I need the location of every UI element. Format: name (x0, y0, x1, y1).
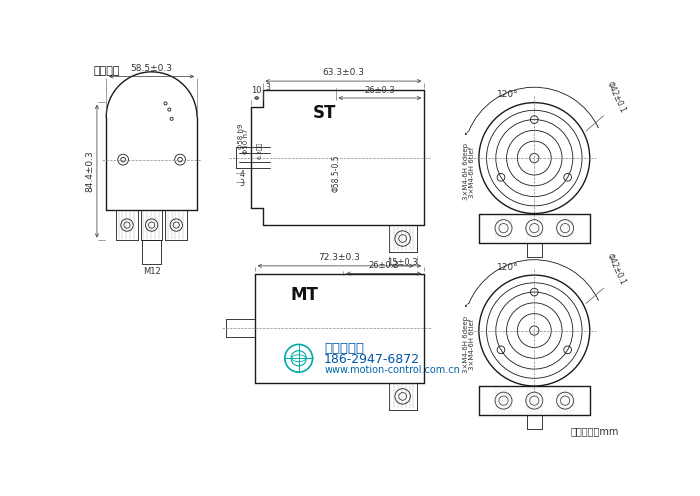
Text: Φ50 h7: Φ50 h7 (244, 128, 249, 153)
Text: Φ58.5-0.5: Φ58.5-0.5 (331, 154, 340, 192)
Text: 3: 3 (239, 179, 244, 187)
Text: MT: MT (291, 286, 318, 304)
Text: 58.5±0.3: 58.5±0.3 (131, 63, 173, 72)
Text: 3×M4-6H 6tief: 3×M4-6H 6tief (469, 319, 475, 370)
Text: 3×M4-6H 6deep: 3×M4-6H 6deep (463, 316, 469, 373)
Text: 6.3珩磨: 6.3珩磨 (258, 141, 263, 159)
Text: 15±0.3: 15±0.3 (387, 258, 418, 267)
Text: 西安德伍拓: 西安德伍拓 (324, 342, 364, 355)
Text: 4: 4 (239, 170, 244, 179)
Text: 120°: 120° (496, 90, 518, 99)
Text: 26±0.3: 26±0.3 (368, 261, 399, 270)
Text: Φ42±0.1: Φ42±0.1 (605, 252, 628, 287)
Text: 3×M4-6H 6tief: 3×M4-6H 6tief (469, 146, 475, 197)
Text: 10: 10 (251, 86, 262, 95)
Text: Φ58 h9: Φ58 h9 (238, 124, 244, 149)
Text: 3×M4-6H 6deep: 3×M4-6H 6deep (463, 143, 469, 200)
Text: 63.3±0.3: 63.3±0.3 (322, 68, 365, 77)
Text: ↙: ↙ (464, 303, 470, 309)
Text: 120°: 120° (496, 263, 518, 272)
Text: 尺寸单位：mm: 尺寸单位：mm (570, 427, 619, 436)
Text: ST: ST (312, 105, 336, 123)
Text: ↙: ↙ (464, 130, 470, 136)
Text: 3: 3 (265, 83, 270, 92)
Text: www.motion-control.com.cn: www.motion-control.com.cn (324, 365, 460, 375)
Text: 84.4±0.3: 84.4±0.3 (85, 150, 94, 192)
Text: 26±0.3: 26±0.3 (365, 86, 395, 95)
Text: 同步法兰: 同步法兰 (93, 65, 120, 76)
Text: 186-2947-6872: 186-2947-6872 (324, 353, 420, 367)
Text: M12: M12 (143, 267, 160, 276)
Text: 72.3±0.3: 72.3±0.3 (318, 253, 360, 262)
Text: Φ42±0.1: Φ42±0.1 (605, 80, 628, 114)
